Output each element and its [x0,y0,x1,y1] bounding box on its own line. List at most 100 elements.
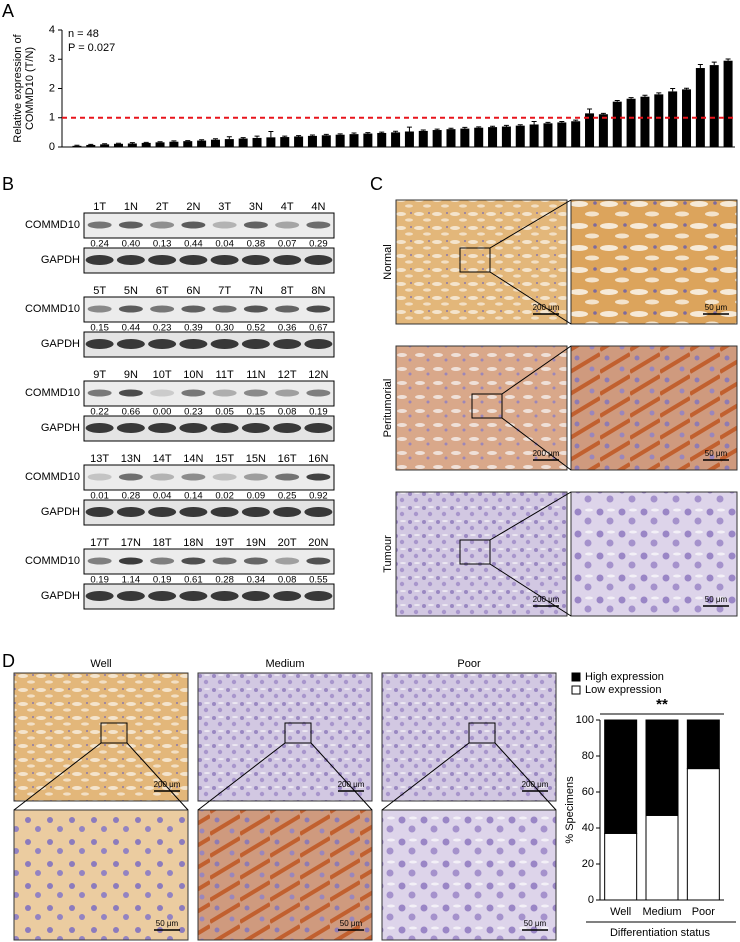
control-band [148,423,177,433]
control-band [179,255,208,265]
bar [294,136,304,147]
error-bar [115,142,121,144]
zoom-line [489,563,572,617]
error-bar [393,130,399,133]
blot-band [87,305,112,313]
quant-value: 0.44 [122,323,141,334]
bar [515,125,525,147]
error-bar [517,124,523,126]
bar [432,130,442,147]
scale-label: 50 μm [705,449,728,458]
control-band [241,339,270,349]
blot-target-label: COMMD10 [25,387,80,399]
lane-label: 19T [215,537,234,549]
control-band [273,255,302,265]
blot-control-label: GAPDH [41,506,80,518]
blot-control-label: GAPDH [41,422,80,434]
blot-band [181,221,206,229]
blot-band [306,221,331,229]
control-band [273,507,302,517]
error-bar [614,99,620,102]
bar [543,123,553,147]
lane-label: 14T [153,453,172,465]
blot-band [212,221,237,229]
error-bar [254,135,260,138]
lane-label: 15T [215,453,234,465]
error-bar [406,126,412,132]
control-band [304,423,333,433]
error-bar [296,135,302,137]
zoom-line [310,742,373,811]
blot-band [306,473,331,481]
control-band [179,591,208,601]
lane-label: 5N [124,285,138,297]
lane-label: 18N [183,537,203,549]
y-tick-label: 100 [576,714,594,726]
scale-label: 200 μm [338,780,365,789]
micrograph [570,491,738,617]
bar [418,130,428,147]
micrograph [570,199,738,325]
control-band [241,591,270,601]
bar-segment [686,768,720,901]
error-bar [74,144,80,146]
blot-band [150,557,175,565]
lane-label: 2N [186,201,200,213]
bar [113,143,123,147]
control-band [179,507,208,517]
error-bar [171,140,177,142]
control-band [273,423,302,433]
bar [571,121,581,147]
quant-value: 0.14 [184,491,203,502]
bar [598,114,608,147]
quant-value: 0.55 [309,575,328,586]
control-band [116,591,145,601]
lane-label: 9N [124,369,138,381]
bar [654,94,664,147]
error-bar [628,97,634,99]
control-band [85,507,114,517]
error-bar [462,126,468,129]
panel-label: C [370,174,383,194]
control-band [210,423,239,433]
blot-band [212,473,237,481]
control-band [179,423,208,433]
error-bar [143,141,149,143]
x-axis-label: Differentiation status [610,927,711,939]
blot-band [181,473,206,481]
bar [307,135,317,147]
panel-label: A [2,1,14,21]
quant-value: 0.08 [278,575,297,586]
micrograph [570,345,738,471]
panel-label: B [2,174,14,194]
lane-label: 6T [156,285,169,297]
lane-label: 1T [93,201,106,213]
control-band [85,423,114,433]
error-bar [503,124,509,127]
bar [612,101,622,147]
zoom-line [489,491,572,541]
lane-label: 16N [308,453,328,465]
blot-target-label: COMMD10 [25,471,80,483]
lane-label: 1N [124,201,138,213]
lane-label: 17T [90,537,109,549]
bar [169,141,179,147]
zoom-line [13,742,102,811]
blot-target-label: COMMD10 [25,555,80,567]
bar [474,127,484,147]
control-band [116,423,145,433]
bar [640,96,650,147]
quant-value: 0.13 [153,239,172,250]
lane-label: 3T [218,201,231,213]
blot-band [150,305,175,313]
bar [280,137,290,147]
control-band [85,255,114,265]
blot-band [243,473,268,481]
blot-band [150,473,175,481]
error-bar [587,108,593,114]
bar [626,98,636,147]
bar-segment [645,814,679,901]
legend-label: High expression [585,671,664,683]
blot-band [181,557,206,565]
